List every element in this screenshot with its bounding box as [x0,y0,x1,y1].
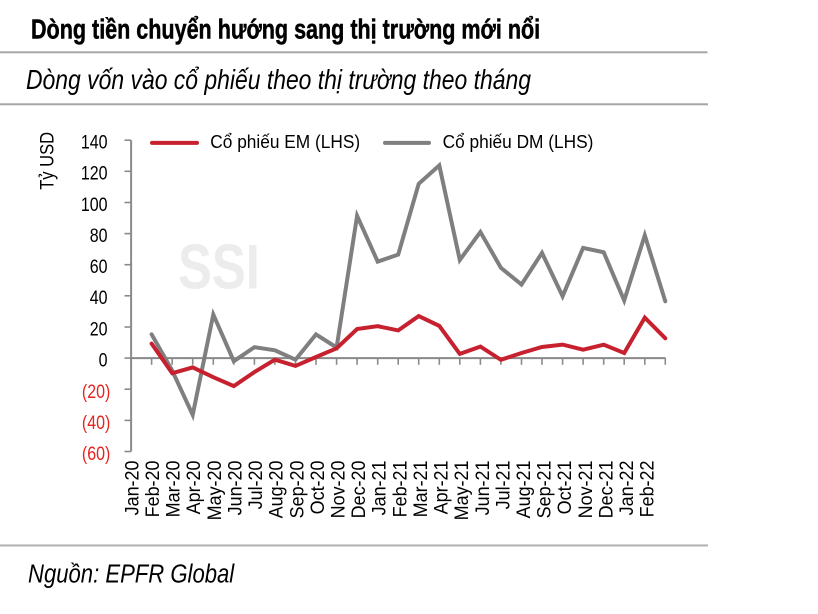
svg-text:Tỷ USD: Tỷ USD [36,132,57,190]
svg-text:Mar-21: Mar-21 [409,461,431,518]
svg-text:Jun-20: Jun-20 [224,461,246,516]
svg-text:Cổ phiếu EM (LHS): Cổ phiếu EM (LHS) [210,132,360,153]
svg-text:Oct-20: Oct-20 [306,461,328,515]
svg-text:Jun-21: Jun-21 [471,461,493,516]
svg-text:60: 60 [90,256,108,278]
svg-text:Dec-20: Dec-20 [348,461,370,519]
svg-text:Dec-21: Dec-21 [595,461,617,519]
svg-text:Mar-20: Mar-20 [162,461,184,518]
svg-text:May-20: May-20 [203,461,225,521]
svg-text:Nguồn: EPFR Global: Nguồn: EPFR Global [28,560,235,589]
svg-text:(20): (20) [82,380,110,402]
svg-text:Oct-21: Oct-21 [554,461,576,515]
svg-text:80: 80 [90,224,108,246]
svg-text:May-21: May-21 [451,461,473,521]
svg-text:Sep-20: Sep-20 [286,461,308,519]
svg-text:40: 40 [90,287,108,309]
svg-text:Aug-20: Aug-20 [265,461,287,519]
svg-text:Sep-21: Sep-21 [533,461,555,519]
svg-text:Cổ phiếu DM (LHS): Cổ phiếu DM (LHS) [443,132,594,153]
svg-text:20: 20 [90,318,108,340]
svg-text:0: 0 [99,349,108,371]
svg-text:Feb-20: Feb-20 [142,461,164,518]
svg-text:Jan-20: Jan-20 [121,461,143,516]
svg-text:Apr-20: Apr-20 [183,461,205,515]
svg-text:Jul-20: Jul-20 [245,461,267,510]
svg-text:100: 100 [81,193,108,215]
svg-text:Jan-21: Jan-21 [368,461,390,516]
svg-text:Jan-22: Jan-22 [616,461,638,516]
svg-text:Apr-21: Apr-21 [430,461,452,515]
svg-text:Nov-20: Nov-20 [327,461,349,519]
svg-text:(60): (60) [82,443,110,465]
svg-text:Jul-21: Jul-21 [492,461,514,510]
svg-text:Dòng vốn vào cổ phiếu theo thị: Dòng vốn vào cổ phiếu theo thị trường th… [26,65,531,96]
svg-text:(40): (40) [82,412,110,434]
svg-text:Nov-21: Nov-21 [574,461,596,519]
svg-text:120: 120 [81,162,108,184]
svg-text:SSI: SSI [178,232,260,303]
svg-text:Feb-22: Feb-22 [636,461,658,518]
svg-text:Aug-21: Aug-21 [513,461,535,519]
svg-text:140: 140 [81,131,108,153]
svg-text:Dòng tiền chuyển hướng sang th: Dòng tiền chuyển hướng sang thị trường m… [31,15,540,45]
svg-text:Feb-21: Feb-21 [389,461,411,518]
